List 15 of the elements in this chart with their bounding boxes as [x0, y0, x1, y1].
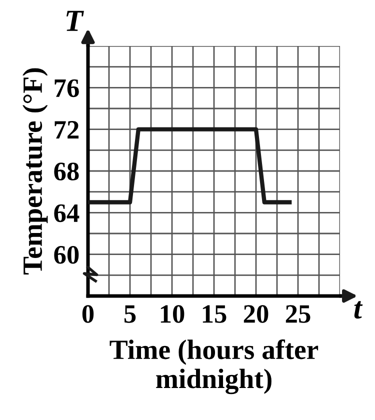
x-tick-label: 20: [244, 305, 268, 323]
y-tick-label: 68: [54, 162, 79, 180]
y-tick-label: 72: [54, 121, 79, 138]
x-tick-label: 0: [82, 305, 94, 323]
y-tick-label: 60: [54, 246, 79, 264]
x-tick-label: 15: [202, 305, 226, 323]
x-tick-label: 25: [286, 305, 310, 323]
x-tick-label: 10: [160, 305, 184, 323]
x-tick-label: 5: [124, 305, 136, 323]
text: t: [354, 301, 363, 319]
y-tick-label: 76: [54, 79, 79, 98]
x-axis-title: Time (hours after midnight): [110, 339, 318, 394]
y-tick-label: 64: [54, 204, 80, 222]
text: T: [66, 10, 84, 31]
y-axis-title: Temperature (°F): [22, 68, 48, 274]
